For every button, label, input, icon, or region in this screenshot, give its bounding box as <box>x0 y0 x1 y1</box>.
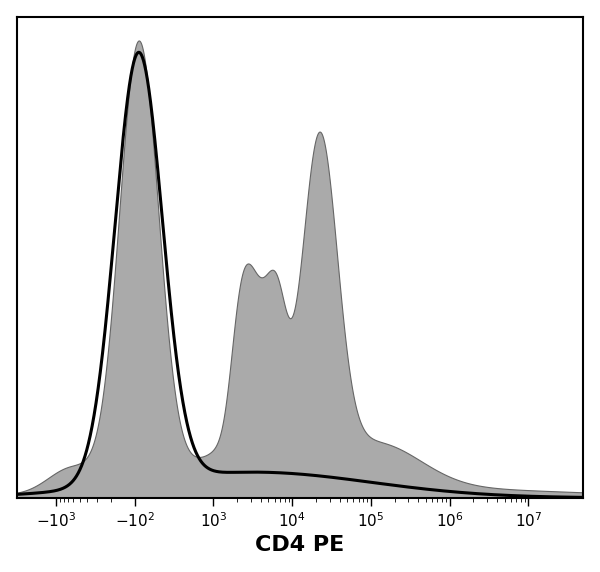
X-axis label: CD4 PE: CD4 PE <box>256 535 344 555</box>
